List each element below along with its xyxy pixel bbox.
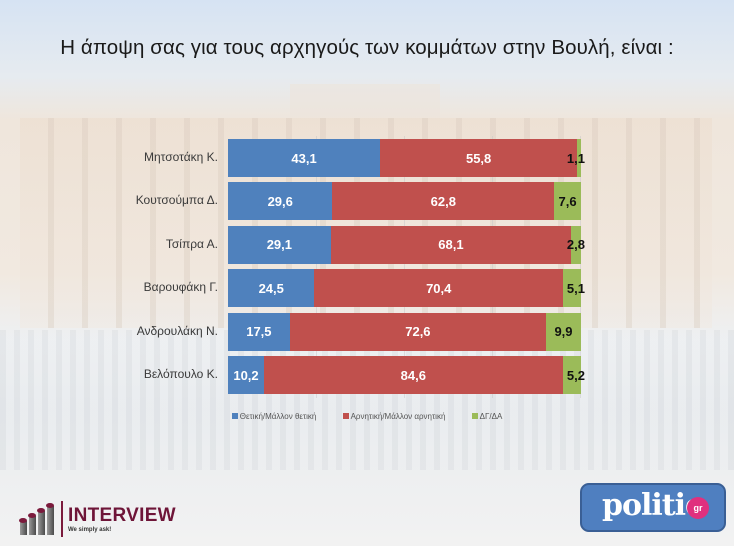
gridline: [580, 136, 581, 398]
legend-item-dk: ΔΓ/ΔΑ: [471, 412, 503, 421]
chart-row: Μητσοτάκη Κ. 43,1 55,8 1,1: [0, 139, 734, 177]
data-label: 7,6: [558, 193, 577, 209]
category-label: Κουτσούμπα Δ.: [135, 193, 218, 208]
stacked-bar: 29,1 68,1 2,8: [228, 225, 585, 264]
stacked-bar: 29,6 62,8 7,6: [228, 182, 581, 221]
legend-swatch-red: [342, 413, 349, 419]
gridline: [492, 136, 493, 398]
data-label: 5,1: [566, 280, 585, 296]
category-label: Ανδρουλάκη Ν.: [136, 323, 218, 338]
legend-label: ΔΓ/ΔΑ: [479, 412, 503, 421]
interview-separator: [61, 501, 63, 537]
chart-row: Τσίπρα Α. 29,1 68,1 2,8: [0, 225, 734, 264]
data-label: 43,1: [291, 150, 317, 166]
data-label: 17,5: [246, 324, 272, 340]
stacked-bar: 24,5 70,4 5,1: [228, 269, 585, 308]
bar-segment-negative: 70,4: [314, 269, 563, 308]
stacked-bar: 17,5 72,6 9,9: [228, 312, 581, 351]
background-pediment: [290, 84, 440, 124]
stacked-bar: 43,1 55,8 1,1: [228, 139, 585, 177]
data-label: 29,6: [267, 193, 293, 209]
chart-row: Ανδρουλάκη Ν. 17,5 72,6 9,9: [0, 312, 734, 351]
chart-title: Η άποψη σας για τους αρχηγούς των κομμάτ…: [60, 36, 674, 59]
legend-item-positive: Θετική/Μάλλον θετική: [231, 412, 317, 421]
bar-segment-positive: 24,5: [228, 269, 315, 308]
data-label: 70,4: [426, 280, 452, 296]
chart-legend: Θετική/Μάλλον θετική Αρνητική/Μάλλον αρν…: [0, 412, 734, 421]
bar-segment-negative: 62,8: [332, 182, 555, 221]
bar-segment-dk: 2,8: [567, 225, 585, 264]
chart-row: Βαρουφάκη Γ. 24,5 70,4 5,1: [0, 269, 734, 308]
interview-tagline: We simply ask!: [68, 527, 112, 533]
interview-bars-icon: [18, 503, 60, 535]
legend-item-negative: Αρνητική/Μάλλον αρνητική: [342, 412, 446, 421]
bar-segment-negative: 84,6: [264, 356, 563, 394]
legend-label: Θετική/Μάλλον θετική: [239, 412, 317, 421]
category-label: Μητσοτάκη Κ.: [143, 150, 218, 164]
data-label: 5,2: [566, 367, 585, 383]
background-ground: [0, 330, 734, 470]
interview-name: INTERVIEW: [68, 505, 176, 526]
stacked-bar: 10,2 84,6 5,2: [228, 356, 585, 394]
politic-gr-badge: gr: [687, 497, 709, 519]
gridline: [316, 136, 317, 398]
bar-segment-dk: 5,2: [562, 356, 585, 394]
bar-segment-dk: 1,1: [567, 139, 585, 177]
legend-swatch-blue: [231, 413, 238, 419]
chart-row: Βελόπουλο Κ. 10,2 84,6 5,2: [0, 356, 734, 394]
bar-segment-negative: 68,1: [330, 225, 572, 264]
politic-name: politic: [602, 488, 703, 523]
bar-segment-dk: 5,1: [562, 269, 585, 308]
data-label: 9,9: [554, 324, 573, 340]
data-label: 1,1: [566, 150, 585, 166]
bar-segment-positive: 43,1: [228, 139, 381, 177]
bar-segment-positive: 10,2: [228, 356, 264, 394]
category-label: Βαρουφάκη Γ.: [143, 280, 218, 295]
data-label: 55,8: [465, 150, 492, 166]
category-label: Τσίπρα Α.: [165, 236, 218, 251]
bar-segment-positive: 17,5: [228, 312, 290, 351]
politic-logo: politic gr: [580, 483, 726, 532]
data-label: 29,1: [266, 237, 293, 253]
bar-segment-positive: 29,6: [228, 182, 333, 221]
bar-segment-negative: 72,6: [289, 312, 547, 351]
category-label: Βελόπουλο Κ.: [143, 367, 218, 381]
bar-segment-dk: 7,6: [554, 182, 581, 221]
data-label: 2,8: [566, 237, 585, 253]
bar-segment-negative: 55,8: [380, 139, 578, 177]
data-label: 72,6: [405, 324, 431, 340]
bar-segment-dk: 9,9: [546, 312, 581, 351]
data-label: 62,8: [430, 193, 456, 209]
interview-logo: INTERVIEW We simply ask!: [18, 499, 188, 539]
bar-segment-positive: 29,1: [228, 225, 331, 264]
data-label: 24,5: [258, 280, 284, 296]
gridline: [404, 136, 405, 398]
data-label: 68,1: [438, 237, 464, 253]
legend-label: Αρνητική/Μάλλον αρνητική: [350, 412, 446, 421]
data-label: 84,6: [400, 367, 426, 383]
chart-row: Κουτσούμπα Δ. 29,6 62,8 7,6: [0, 182, 734, 221]
legend-swatch-green: [471, 413, 478, 419]
data-label: 10,2: [233, 367, 259, 383]
